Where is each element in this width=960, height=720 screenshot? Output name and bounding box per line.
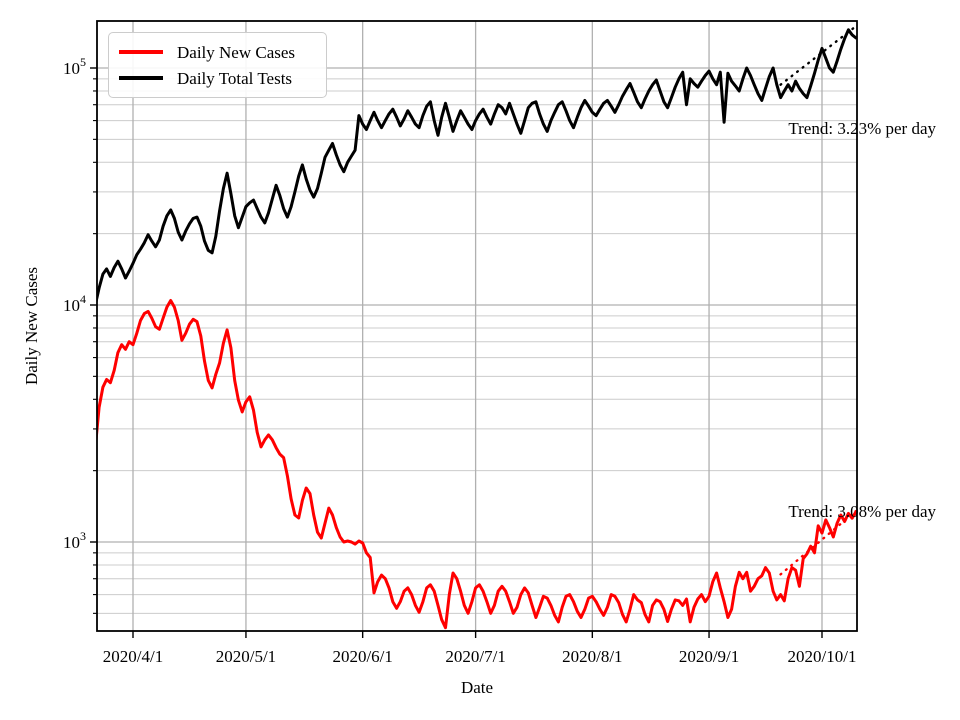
legend-label: Daily New Cases — [177, 42, 296, 62]
series-path-daily-new-cases — [97, 299, 857, 630]
x-tick-label: 2020/8/1 — [562, 647, 622, 666]
x-tick-label: 2020/5/1 — [216, 647, 276, 666]
y-axis-label: Daily New Cases — [22, 266, 41, 386]
x-axis-label: Date — [460, 678, 494, 697]
legend-label: Daily Total Tests — [177, 68, 293, 88]
trend-dotted-line — [779, 509, 857, 576]
trend-annotation-new-cases: Trend: 3.08% per day — [788, 502, 936, 521]
x-tick-label: 2020/6/1 — [332, 647, 392, 666]
trend-dotted-line — [779, 25, 857, 86]
plot-border — [96, 20, 858, 632]
y-tick-label: 103 — [63, 529, 86, 552]
x-tick-label: 2020/7/1 — [445, 647, 505, 666]
x-tick-label: 2020/10/1 — [788, 647, 857, 666]
legend-item-new-cases: Daily New Cases — [119, 39, 314, 65]
legend-line-sample-red — [119, 50, 163, 54]
legend-item-total-tests: Daily Total Tests — [119, 65, 314, 91]
x-tick-label: 2020/9/1 — [679, 647, 739, 666]
y-tick-label: 105 — [63, 55, 86, 78]
y-tick-label: 104 — [63, 292, 86, 315]
legend-line-sample-black — [119, 76, 163, 80]
x-tick-label: 2020/4/1 — [103, 647, 163, 666]
series-path-daily-total-tests — [97, 28, 857, 305]
trend-annotation-total-tests: Trend: 3.23% per day — [788, 119, 936, 138]
legend: Daily New Cases Daily Total Tests — [108, 32, 327, 98]
